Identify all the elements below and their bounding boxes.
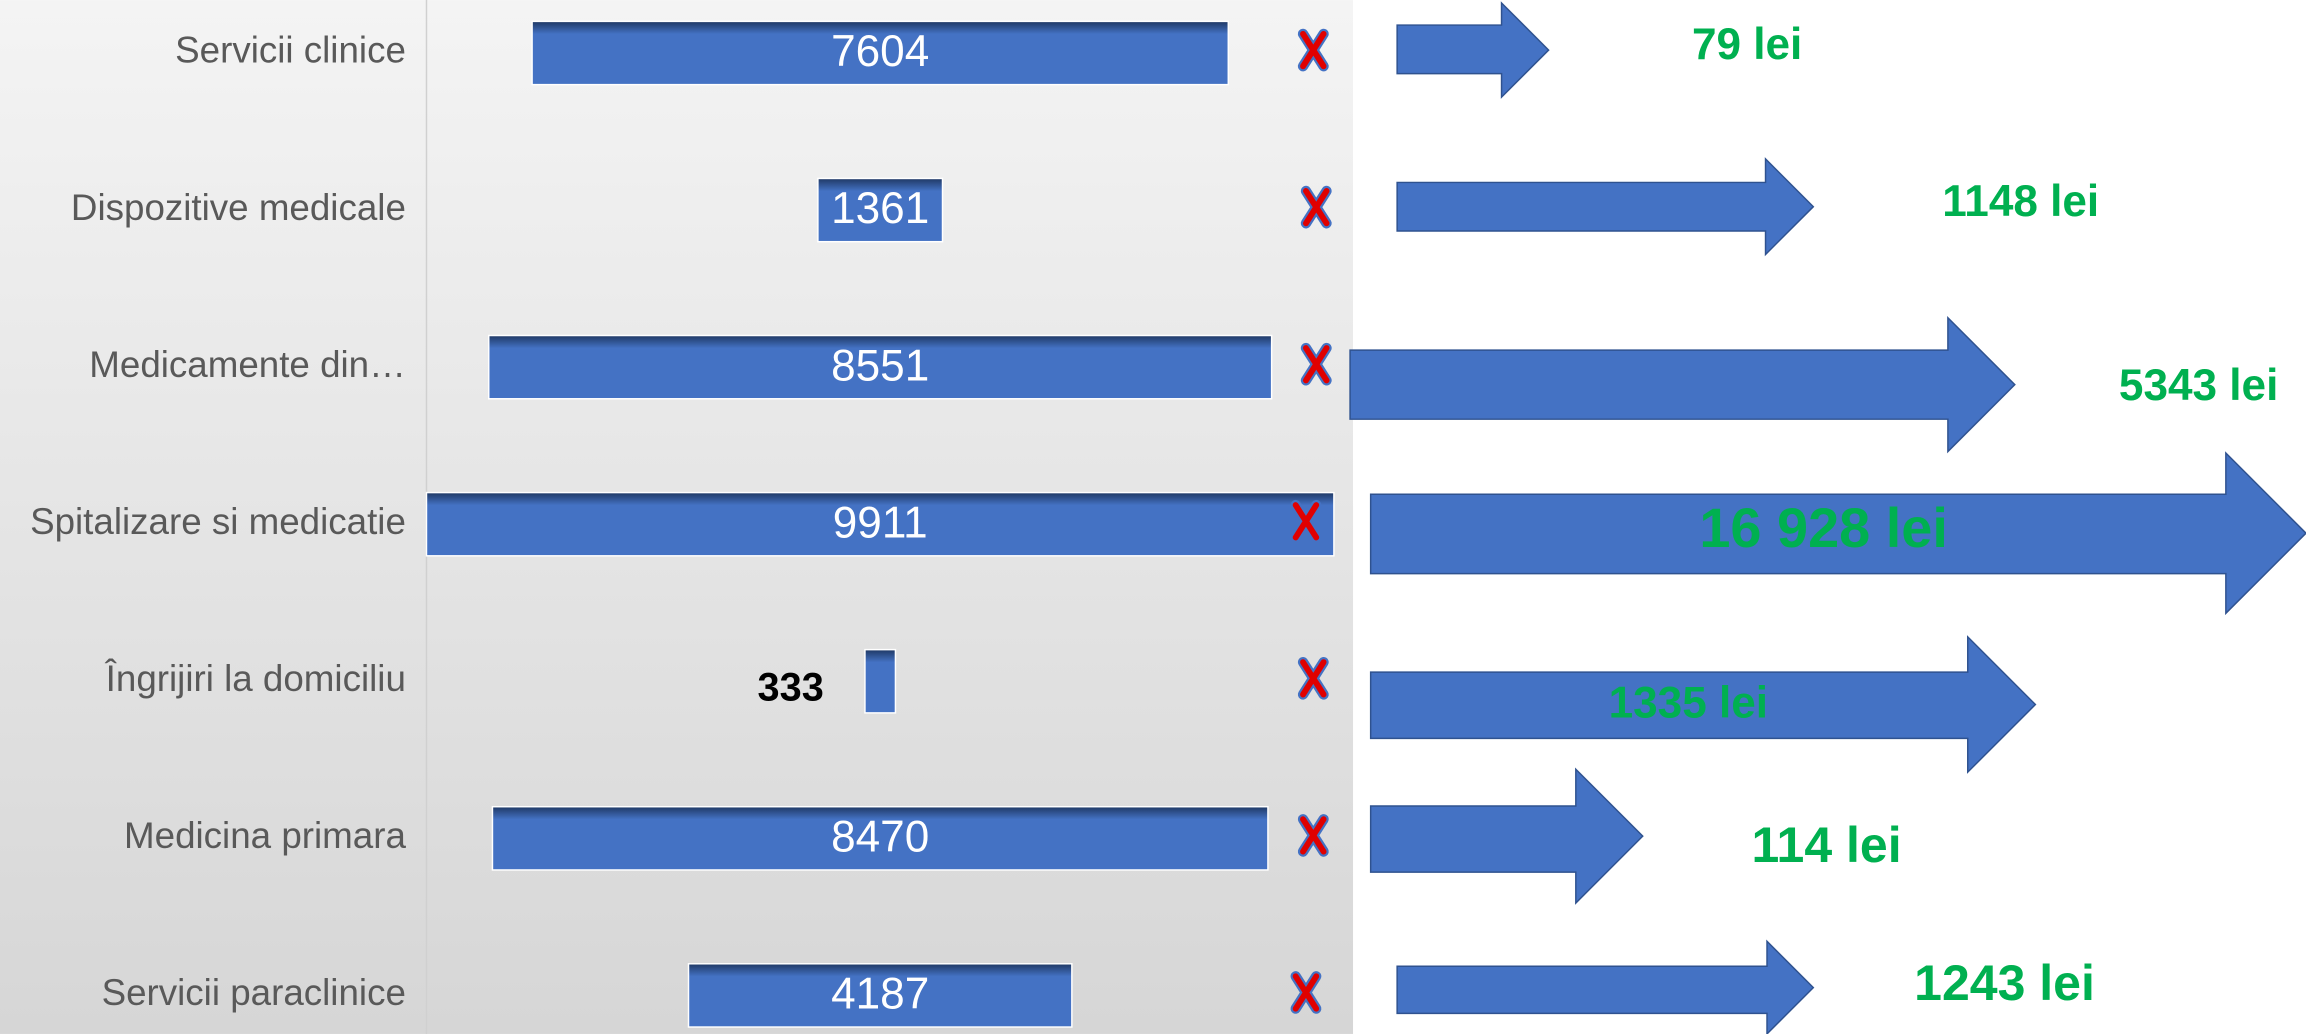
bar <box>425 491 1335 557</box>
arrow <box>1396 1 1550 99</box>
x-mark <box>1292 973 1320 1012</box>
arrow <box>1396 939 1815 1034</box>
arrow <box>1369 451 2306 616</box>
cost-label: 1335 lei <box>1609 679 1768 728</box>
value-label: 7604 <box>831 27 929 76</box>
cost-label: 1148 lei <box>1942 177 2099 226</box>
category-label: Medicamente din… <box>89 344 406 385</box>
x-mark <box>1300 30 1327 70</box>
category-label: Îngrijiri la domiciliu <box>105 658 406 699</box>
x-mark <box>1303 345 1330 384</box>
bar <box>687 963 1073 1028</box>
category-label: Servicii clinice <box>175 30 406 71</box>
arrow <box>1369 635 2037 774</box>
cost-label: 114 lei <box>1751 817 1901 873</box>
bar <box>531 20 1230 86</box>
bar <box>817 177 944 243</box>
category-label: Dispozitive medicale <box>71 187 406 228</box>
arrow <box>1349 315 2016 454</box>
arrow <box>1369 767 1644 905</box>
value-label: 1361 <box>831 184 929 233</box>
cost-label: 79 lei <box>1692 20 1802 69</box>
bar <box>864 648 897 714</box>
x-mark <box>1300 659 1327 698</box>
x-mark <box>1303 188 1330 227</box>
cost-label: 16 928 lei <box>1699 496 1948 559</box>
bar <box>491 805 1269 871</box>
x-mark <box>1292 502 1320 541</box>
arrow <box>1396 157 1815 257</box>
value-label: 333 <box>758 666 824 710</box>
x-mark <box>1300 816 1327 855</box>
bar <box>488 334 1273 400</box>
category-label: Servicii paraclinice <box>102 972 406 1013</box>
value-label: 8470 <box>831 812 929 861</box>
value-label: 4187 <box>831 970 929 1019</box>
category-label: Spitalizare si medicatie <box>30 501 406 542</box>
value-label: 8551 <box>831 341 929 390</box>
cost-label: 5343 lei <box>2119 361 2278 410</box>
cost-label: 1243 lei <box>1914 955 2095 1011</box>
category-label: Medicina primara <box>124 815 406 856</box>
value-label: 9911 <box>833 498 928 547</box>
